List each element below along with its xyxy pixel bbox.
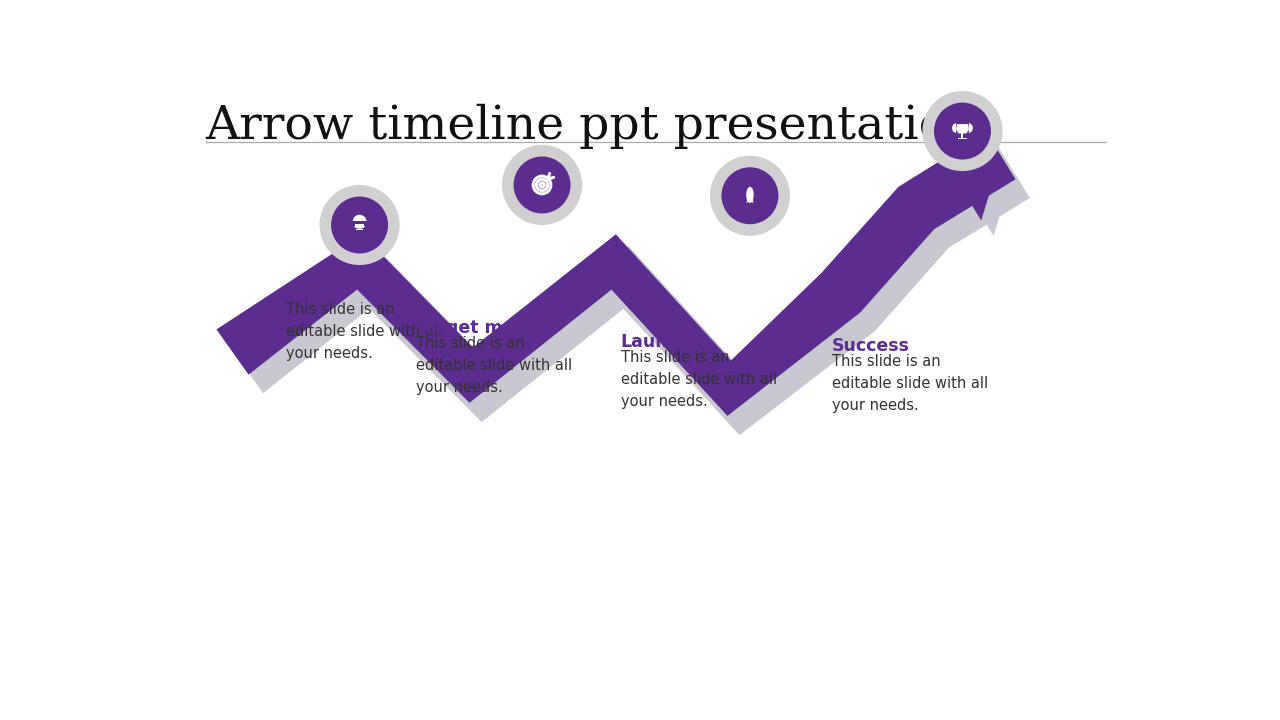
Text: Launch: Launch	[621, 333, 691, 351]
Text: This slide is an
editable slide with all
your needs.: This slide is an editable slide with all…	[287, 302, 443, 361]
Text: Target market: Target market	[416, 319, 554, 337]
Circle shape	[332, 197, 388, 253]
Polygon shape	[216, 132, 1015, 416]
Polygon shape	[934, 145, 1001, 220]
Polygon shape	[946, 160, 1014, 236]
Circle shape	[722, 167, 778, 224]
Text: This slide is an
editable slide with all
your needs.: This slide is an editable slide with all…	[832, 354, 988, 413]
Bar	[961, 133, 964, 138]
Text: Success: Success	[832, 337, 910, 355]
Bar	[352, 221, 367, 226]
Bar	[959, 138, 966, 139]
Polygon shape	[746, 199, 748, 202]
Polygon shape	[751, 199, 754, 202]
Circle shape	[502, 145, 582, 225]
Circle shape	[710, 156, 790, 235]
Bar	[356, 229, 362, 230]
Text: This slide is an
editable slide with all
your needs.: This slide is an editable slide with all…	[416, 336, 572, 395]
Circle shape	[320, 185, 399, 265]
Bar	[356, 227, 364, 228]
Circle shape	[352, 215, 366, 229]
Polygon shape	[956, 124, 969, 133]
Text: Ideas: Ideas	[287, 285, 339, 303]
Circle shape	[513, 156, 571, 213]
Circle shape	[934, 102, 991, 160]
Ellipse shape	[746, 186, 754, 203]
Polygon shape	[227, 144, 1030, 435]
Text: This slide is an
editable slide with all
your needs.: This slide is an editable slide with all…	[621, 350, 777, 409]
Circle shape	[923, 91, 1002, 171]
Text: Arrow timeline ppt presentation: Arrow timeline ppt presentation	[206, 104, 978, 148]
Bar	[355, 225, 364, 226]
